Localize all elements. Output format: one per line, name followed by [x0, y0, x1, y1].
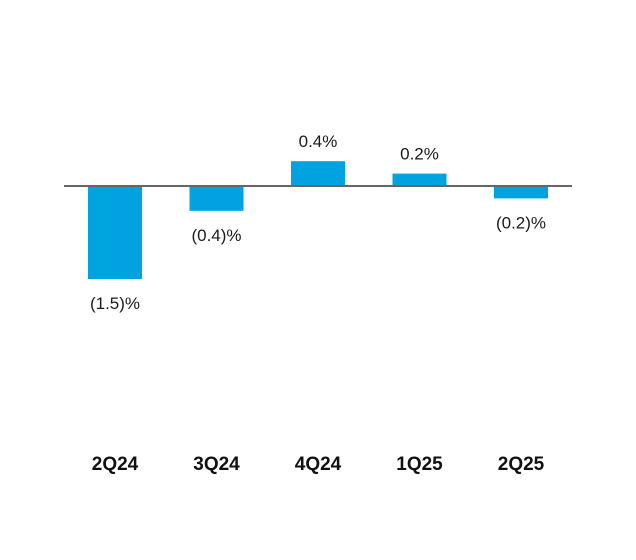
category-label-3q24: 3Q24 [193, 454, 240, 475]
data-label-3q24: (0.4)% [191, 226, 241, 245]
bar-1q25 [392, 173, 447, 186]
category-label-4q24: 4Q24 [295, 454, 342, 475]
data-label-2q24: (1.5)% [90, 294, 140, 313]
bar-2q24 [88, 186, 142, 279]
data-label-2q25: (0.2)% [496, 213, 546, 232]
bars-group [88, 161, 548, 279]
category-label-2q24: 2Q24 [92, 454, 139, 475]
data-label-4q24: 0.4% [299, 132, 338, 151]
bar-4q24 [291, 161, 345, 186]
category-label-1q25: 1Q25 [396, 454, 443, 475]
category-label-2q25: 2Q25 [498, 454, 545, 475]
data-labels-group: (1.5)% (0.4)% 0.4% 0.2% (0.2)% [90, 132, 546, 313]
category-labels-group: 2Q24 3Q24 4Q24 1Q25 2Q25 [92, 454, 545, 475]
data-label-1q25: 0.2% [400, 145, 439, 164]
bar-2q25 [494, 186, 548, 199]
bar-3q24 [189, 186, 244, 211]
